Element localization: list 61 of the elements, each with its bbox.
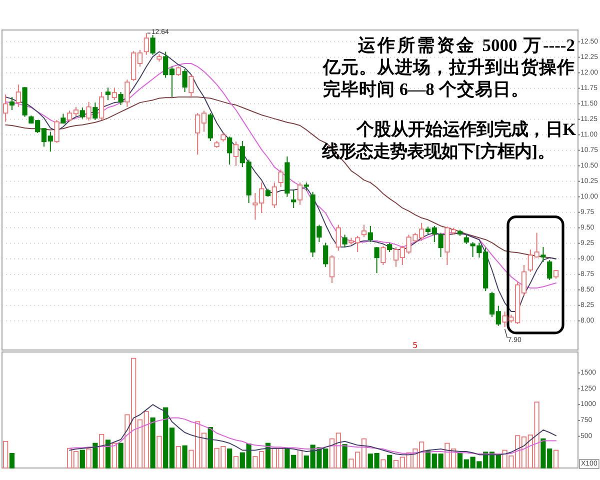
candlestick [227,136,232,166]
candlestick [208,112,213,142]
bar [99,434,104,468]
candlestick [323,242,328,268]
bar [297,450,303,468]
bar [156,436,162,468]
bar [380,459,386,468]
bar [118,442,124,468]
bar [105,440,111,468]
candlestick [9,96,15,110]
candlestick [54,119,60,144]
candlestick [80,107,85,120]
candlestick [233,141,239,166]
candlestick [176,66,181,76]
candlestick [297,182,303,206]
candlestick [3,94,8,122]
bar [342,444,348,468]
bar [176,446,181,468]
candlestick [336,224,341,252]
x-tick-label: 5 [412,341,418,350]
bar [86,448,92,468]
bar [3,440,8,468]
line-series [69,404,556,456]
candlestick [374,246,380,274]
line-series [69,417,556,455]
bar [150,417,156,468]
candlestick [387,242,392,253]
annotation: 运作所需资金 5000 万----2 亿元。从进场，拉升到出货操作完毕时间 6—8 个交易日。 [323,34,575,100]
bar [387,454,392,468]
candlestick [540,246,546,262]
candlestick [124,79,130,108]
bar [265,442,271,468]
candlestick [329,254,335,284]
candlestick [342,234,348,248]
candlestick [291,190,296,208]
candlestick [92,102,98,120]
bar [208,426,213,468]
candlestick [182,68,188,93]
candlestick [368,225,373,243]
candlestick [361,224,367,238]
candlestick [99,92,104,120]
bar [92,442,98,468]
candlestick [380,245,386,266]
bar [80,450,85,468]
candlestick [278,169,284,188]
candlestick [272,182,277,208]
candlestick [547,260,552,280]
bar [233,456,239,468]
candlestick [86,101,92,122]
candlestick [188,74,194,98]
candlestick [16,84,21,108]
bar [182,445,188,468]
candlestick [118,92,124,106]
bar [227,448,232,468]
candlestick [112,87,117,101]
bar [112,442,117,468]
bar [553,450,559,468]
candlestick [105,87,111,101]
candlestick [464,234,469,244]
bar [9,452,15,468]
candlestick [144,32,149,56]
